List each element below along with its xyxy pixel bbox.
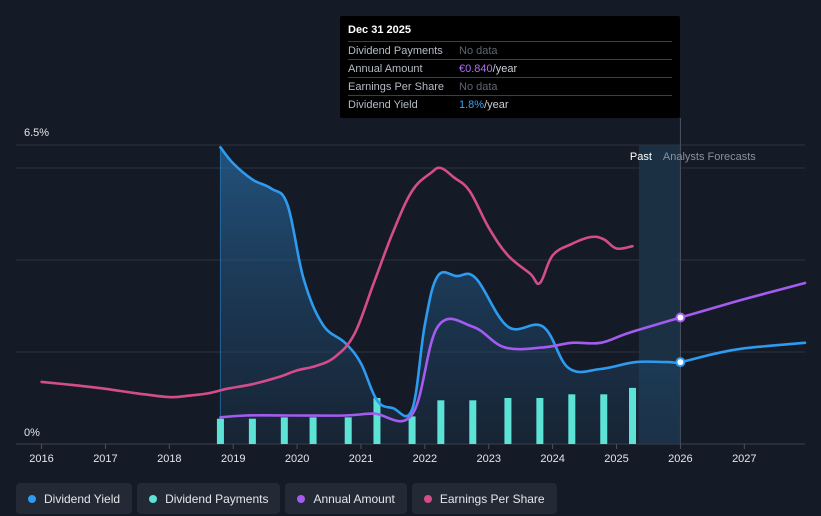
dividend-yield-area-fill (220, 147, 681, 445)
dividend-payment-bar (600, 394, 608, 444)
dividend-payment-bar (629, 387, 637, 444)
x-tick-label: 2017 (93, 453, 117, 465)
tooltip-label: Dividend Payments (348, 44, 443, 57)
x-tick-label: 2025 (604, 453, 628, 465)
tooltip-row-earnings-per-share: Earnings Per Share No data (348, 77, 672, 95)
tooltip-row-dividend-yield: Dividend Yield 1.8%/year (348, 95, 672, 113)
dividend-payment-bar (280, 417, 288, 444)
legend-dot-icon (149, 494, 158, 503)
series-markers (675, 312, 686, 368)
dividend-chart: 6.5% 0% 2016 2017 2018 2019 2020 2021 2022 2023 20… (16, 118, 807, 465)
tooltip-unit: /year (492, 62, 518, 75)
x-tick-label: 2024 (540, 453, 564, 465)
legend-label: Earnings Per Share (439, 491, 545, 506)
x-tick-label: 2016 (29, 453, 53, 465)
legend-dot-icon (28, 494, 36, 503)
legend-annual-amount[interactable]: Annual Amount (285, 483, 407, 514)
dividend-payments-bars (216, 387, 637, 444)
dividend-payment-bar (437, 400, 445, 444)
past-region-label: Past (630, 151, 652, 163)
tooltip-value: 1.8% (459, 98, 485, 111)
legend-earnings-per-share[interactable]: Earnings Per Share (411, 483, 557, 514)
tooltip-label: Earnings Per Share (348, 80, 444, 93)
tooltip-row-dividend-payments: Dividend Payments No data (348, 41, 672, 59)
tooltip-value: No data (459, 44, 498, 57)
grid-lines (16, 144, 805, 445)
tooltip-value: €0.840 (459, 62, 493, 75)
legend-dividend-payments[interactable]: Dividend Payments (137, 483, 281, 514)
annual-amount-line (219, 281, 807, 423)
dividend-payment-bar (373, 398, 381, 444)
tooltip-value: No data (459, 80, 498, 93)
x-tick-label: 2018 (157, 453, 181, 465)
dividend-yield-marker (675, 357, 686, 368)
legend: Dividend Yield Dividend Payments Annual … (16, 483, 557, 515)
dividend-payment-bar (216, 418, 224, 444)
x-tick-label: 2020 (285, 453, 309, 465)
series-lines (40, 146, 807, 423)
tooltip-label: Annual Amount (348, 62, 423, 75)
dividend-payment-bar (568, 394, 576, 444)
legend-dot-icon (423, 494, 432, 503)
tooltip-label: Dividend Yield (348, 98, 418, 111)
dividend-yield-area (219, 147, 681, 445)
earnings-per-share-line (40, 166, 634, 399)
forecast-region-label: Analysts Forecasts (663, 151, 756, 163)
dividend-payment-bar (504, 398, 512, 444)
dividend-payment-bar (536, 398, 544, 444)
legend-label: Dividend Yield (44, 491, 121, 506)
dividend-yield-line (219, 146, 807, 418)
y-axis-top-label: 6.5% (24, 127, 49, 139)
x-tick-label: 2026 (668, 453, 692, 465)
dividend-payment-bar (408, 416, 416, 444)
tooltip-date: Dec 31 2025 (348, 24, 411, 36)
x-tick-label: 2021 (349, 453, 373, 465)
y-axis-bottom-label: 0% (24, 427, 40, 439)
legend-label: Annual Amount (313, 491, 395, 506)
tooltip-row-annual-amount: Annual Amount €0.840/year (348, 59, 672, 77)
legend-dividend-yield[interactable]: Dividend Yield (16, 483, 133, 514)
tooltip: Dec 31 2025 Dividend Payments No data An… (340, 16, 680, 118)
tooltip-unit: /year (484, 98, 509, 111)
x-tick-label: 2019 (221, 453, 245, 465)
legend-dot-icon (297, 494, 306, 503)
dividend-payment-bar (344, 417, 352, 444)
legend-label: Dividend Payments (165, 491, 269, 506)
dividend-payment-bar (309, 417, 317, 444)
dividend-payment-bar (469, 400, 477, 444)
x-tick-label: 2022 (413, 453, 437, 465)
dividend-payment-bar (248, 418, 256, 444)
annual-amount-marker (675, 312, 686, 323)
axis-labels: 6.5% 0% 2016 2017 2018 2019 2020 2021 2022 2023 20… (24, 127, 757, 465)
x-tick-label: 2023 (477, 453, 501, 465)
x-tick-label: 2027 (732, 453, 756, 465)
